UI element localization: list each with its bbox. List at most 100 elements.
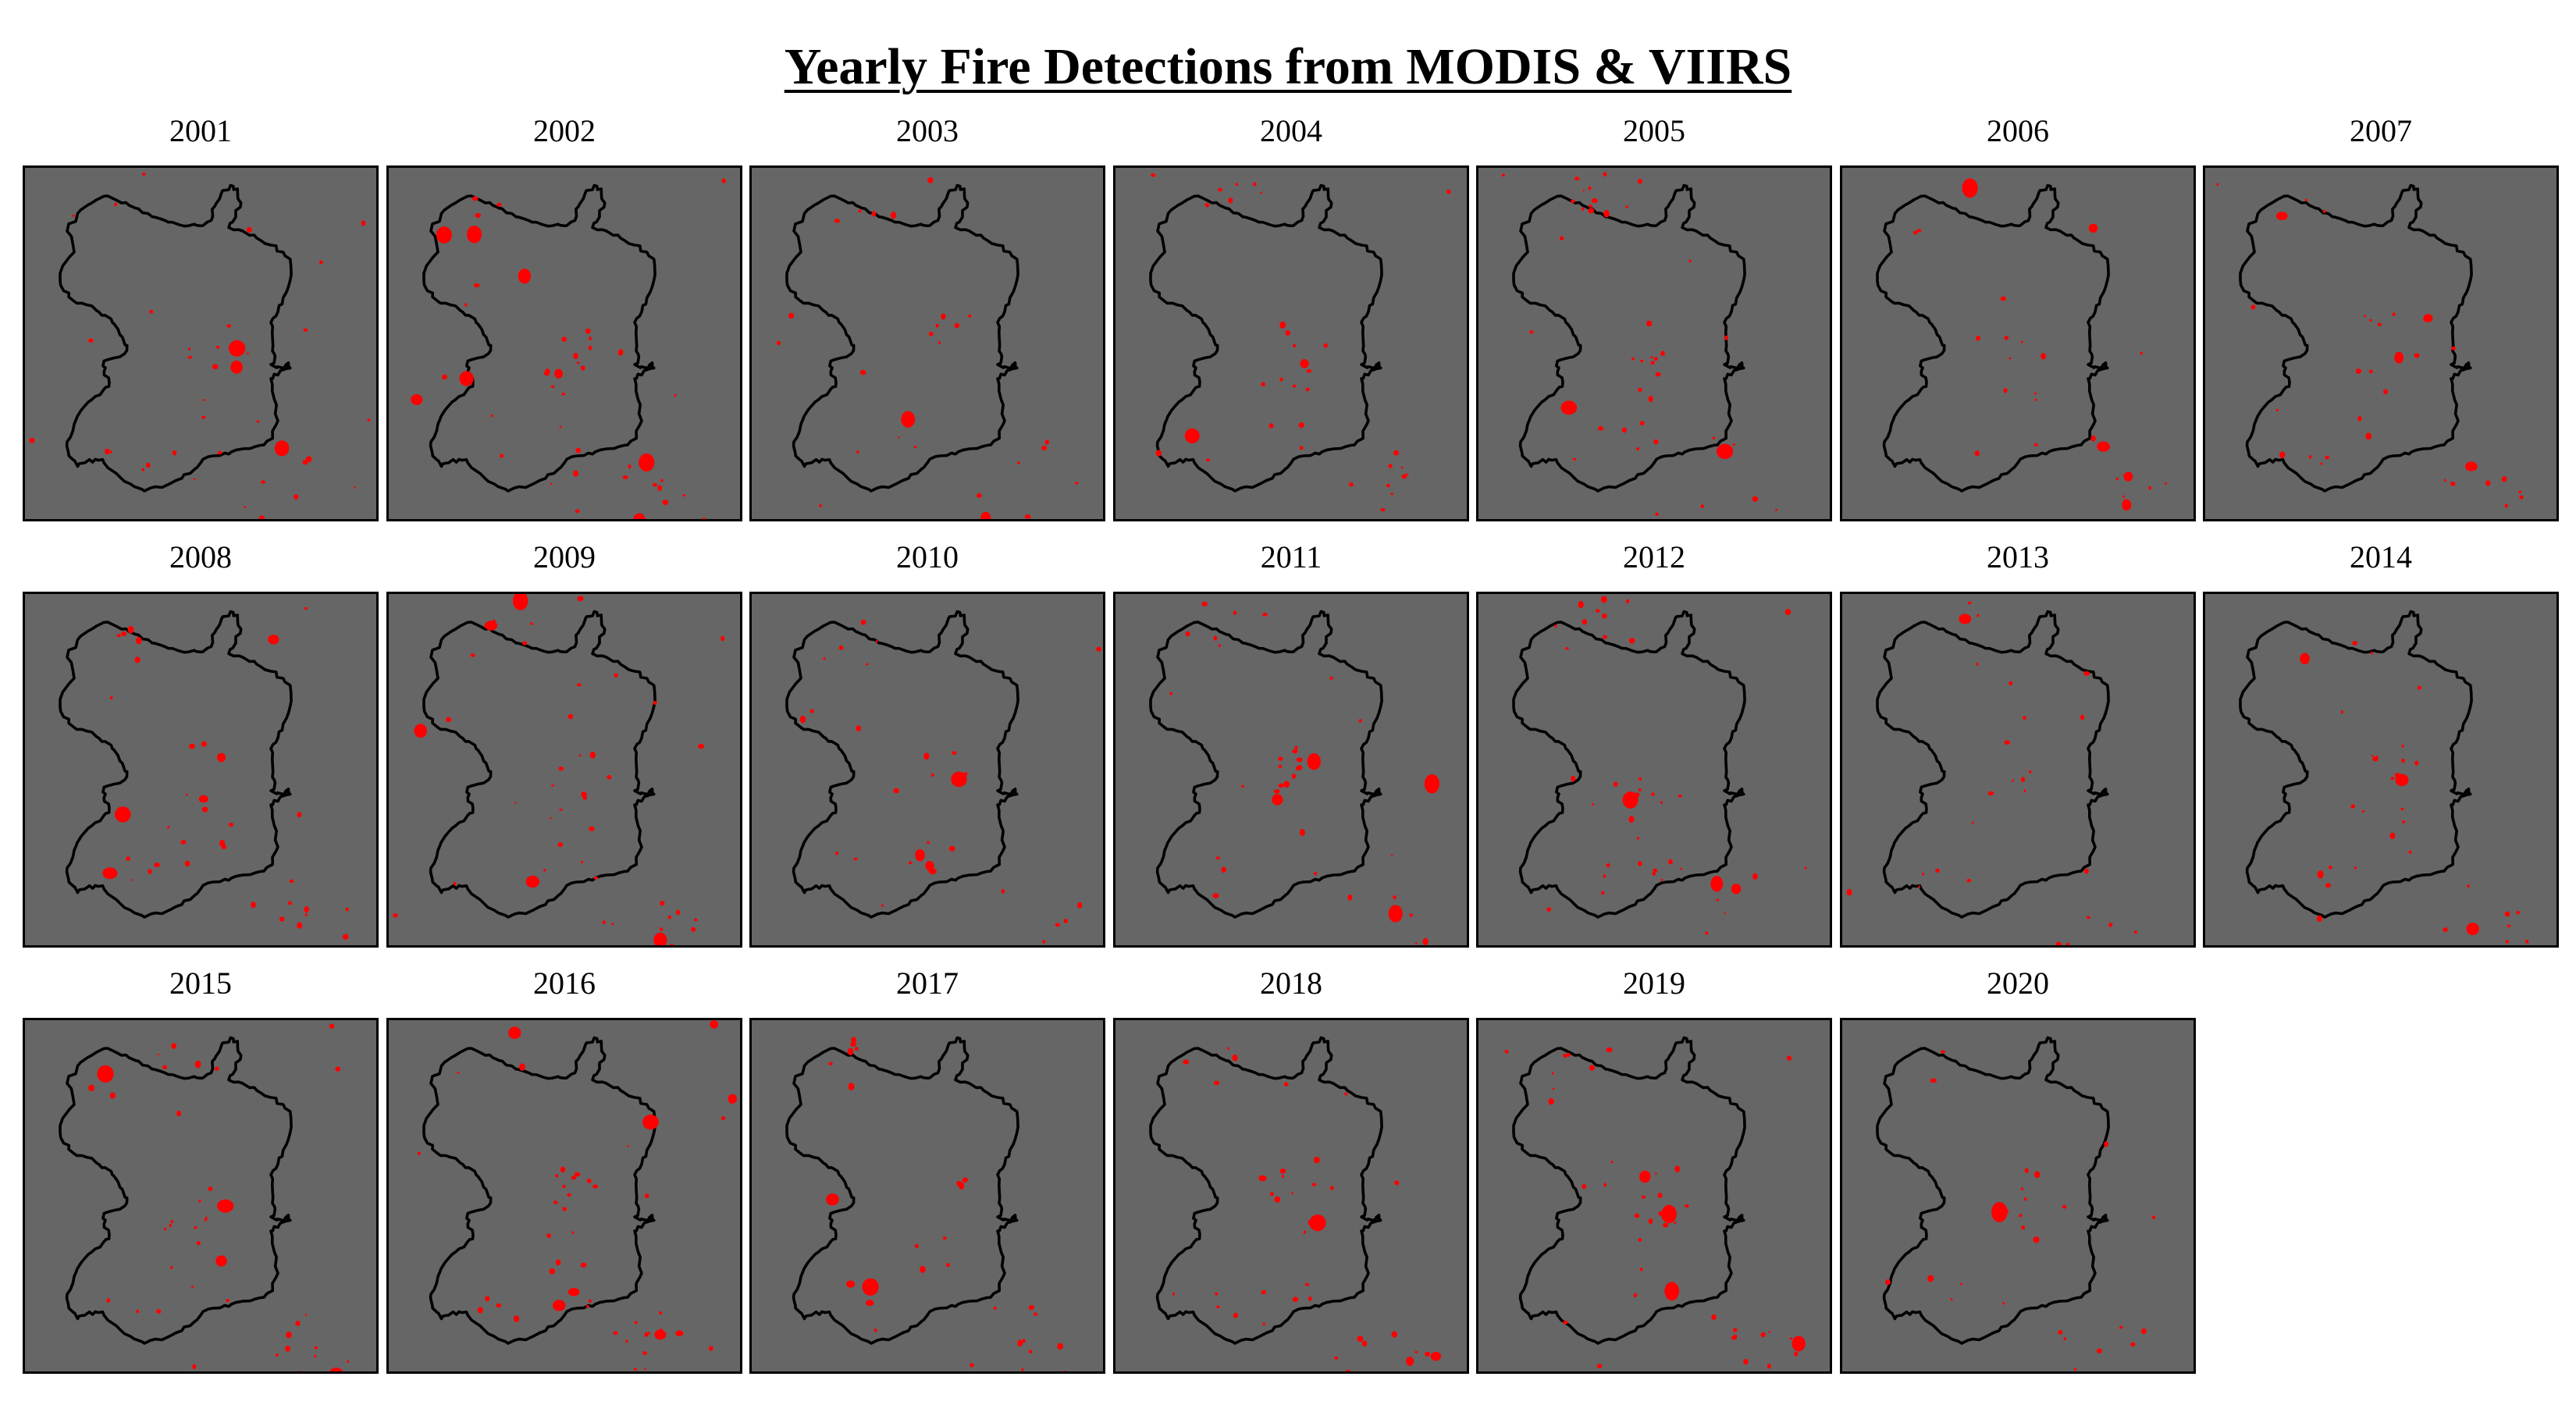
fire-spot <box>846 1280 856 1288</box>
fire-spot <box>1791 1336 1806 1352</box>
fire-spot <box>580 1262 587 1268</box>
fire-spot <box>1278 783 1284 788</box>
fire-spot <box>1652 871 1656 876</box>
fire-spot <box>1591 803 1595 806</box>
fire-spot <box>1710 876 1724 892</box>
fire-spot <box>1028 1304 1035 1311</box>
fire-spot <box>187 355 192 359</box>
map-panel-2011 <box>1113 592 1469 948</box>
fire-spot <box>1565 647 1569 650</box>
fire-spot <box>562 1184 566 1189</box>
fire-spot <box>614 673 618 678</box>
fire-spot <box>2088 223 2098 233</box>
fire-spot <box>1976 335 1981 341</box>
fire-spot <box>667 915 671 919</box>
fire-map-2012 <box>1512 596 1807 935</box>
fire-spot <box>176 1110 182 1117</box>
fire-spot <box>1918 885 1921 888</box>
fire-spot <box>555 1174 559 1178</box>
fire-spot <box>258 515 265 519</box>
fire-spot <box>1716 898 1720 902</box>
fire-detections-2009 <box>393 594 725 945</box>
fire-spot <box>134 656 141 663</box>
fire-spot <box>1388 905 1403 923</box>
fire-spot <box>581 791 587 798</box>
map-panel-2003 <box>749 165 1105 521</box>
panel-label-2007: 2007 <box>2350 113 2412 148</box>
fire-spot <box>567 1193 571 1197</box>
fire-spot <box>1554 624 1557 628</box>
fire-spot <box>2443 927 2448 932</box>
fire-spot <box>2216 183 2219 187</box>
fire-spot <box>1684 1204 1689 1208</box>
fire-spot <box>897 436 900 439</box>
fire-spot <box>217 1199 234 1213</box>
fire-spot <box>1559 236 1564 240</box>
fire-spot <box>577 596 584 602</box>
fire-spot <box>1582 207 1585 211</box>
fire-spot <box>1285 329 1290 336</box>
fire-spot <box>2317 870 2324 879</box>
fire-map-2007 <box>2216 183 2524 508</box>
panel-label-2013: 2013 <box>1987 539 2049 574</box>
fire-spot <box>1603 635 1607 639</box>
fire-spot <box>951 771 967 788</box>
fire-spot <box>634 1321 638 1325</box>
fire-spot <box>915 848 925 862</box>
fire-spot <box>1567 1052 1571 1057</box>
fire-spot <box>913 446 917 449</box>
fire-spot <box>1169 692 1173 695</box>
panel-label-2002: 2002 <box>533 113 596 148</box>
map-panel-2006 <box>1840 165 2196 521</box>
fire-spot <box>1637 179 1642 184</box>
fire-spot <box>549 817 552 820</box>
fire-spot <box>285 1345 290 1352</box>
fire-spot <box>2365 432 2372 440</box>
fire-spot <box>121 631 127 636</box>
fire-spot <box>457 1072 460 1074</box>
map-panel-2016 <box>386 1018 742 1374</box>
fire-spot <box>819 504 822 507</box>
fire-spot <box>302 460 308 465</box>
fire-spot <box>1529 329 1534 334</box>
fire-spot <box>230 361 243 374</box>
fire-spot <box>2003 388 2008 393</box>
fire-spot <box>1172 1292 1176 1296</box>
fire-spot <box>553 1200 558 1204</box>
fire-spot <box>1651 792 1655 796</box>
fire-detections-2012 <box>1546 596 1807 935</box>
fire-spot <box>856 450 859 454</box>
fire-spot <box>2394 351 2404 364</box>
fire-spot <box>574 1172 581 1177</box>
fire-spot <box>514 802 517 804</box>
fire-detections-2005 <box>1501 172 1778 516</box>
fire-spot <box>721 178 726 183</box>
fire-spot <box>1034 1312 1038 1316</box>
fire-spot <box>553 1300 566 1311</box>
fire-spot <box>286 1332 292 1339</box>
fire-map-2019 <box>1504 1036 1806 1369</box>
study-area-boundary <box>59 1036 293 1345</box>
fire-spot <box>1950 1298 1953 1301</box>
fire-spot <box>639 453 655 472</box>
fire-spot <box>1916 229 1922 233</box>
fire-spot <box>1358 719 1362 723</box>
fire-spot <box>226 324 232 328</box>
fire-spot <box>809 709 814 713</box>
fire-spot <box>642 1351 647 1356</box>
fire-spot <box>105 448 110 455</box>
fire-spot <box>1551 1072 1554 1075</box>
fire-spot <box>146 462 151 468</box>
fire-spot <box>1641 1195 1646 1199</box>
fire-spot <box>826 1193 839 1206</box>
fire-spot <box>1571 199 1575 204</box>
fire-spot <box>993 1307 998 1310</box>
study-area-boundary <box>1512 610 1746 919</box>
panel-label-2011: 2011 <box>1260 539 1322 574</box>
fire-spot <box>141 468 144 471</box>
fire-spot <box>575 509 580 514</box>
fire-spot <box>1602 613 1607 619</box>
fire-spot <box>1042 940 1046 944</box>
fire-spot <box>942 1236 947 1240</box>
fire-spot <box>2058 1330 2063 1335</box>
